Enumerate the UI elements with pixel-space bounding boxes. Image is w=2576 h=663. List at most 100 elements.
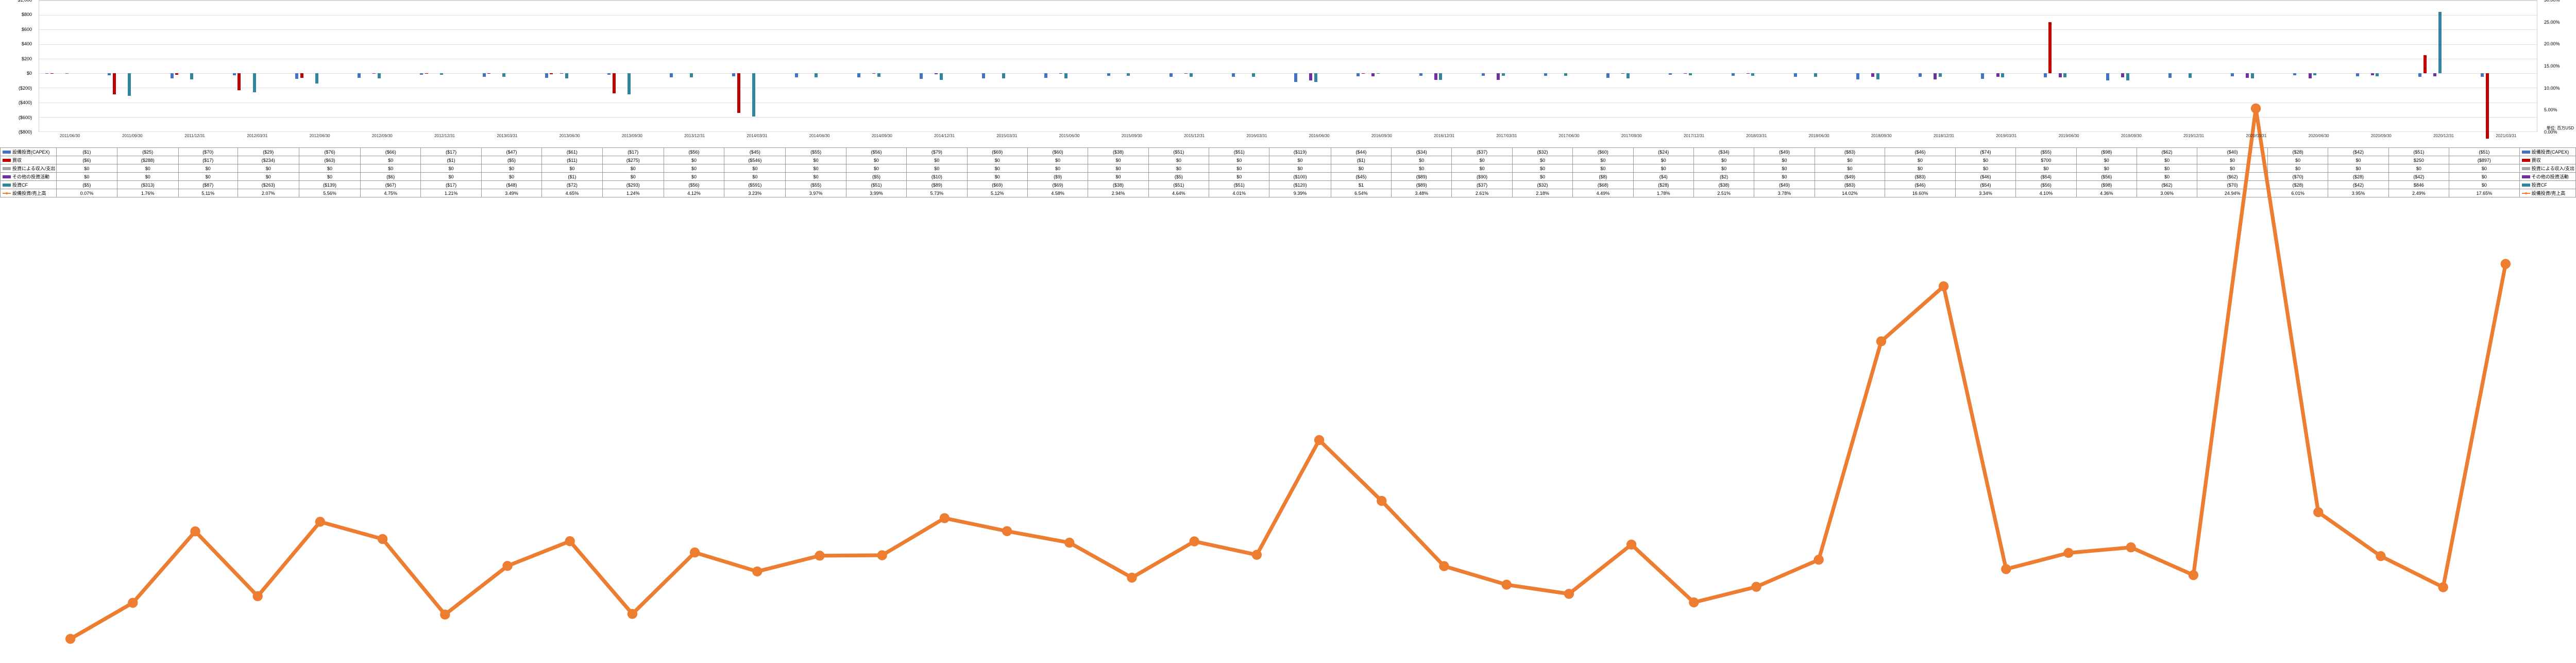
x-tick: 2016/06/30 <box>1288 134 1350 138</box>
y-left-tick: $0 <box>27 71 32 76</box>
x-tick: 2020/06/30 <box>2287 134 2350 138</box>
line-marker <box>1751 582 1761 592</box>
unit-label-right: 単位: 百万USD <box>2547 125 2574 131</box>
line-marker <box>502 561 512 571</box>
legend-swatch <box>3 159 11 162</box>
line-marker <box>2063 548 2073 558</box>
y-right-tick: 10.00% <box>2544 86 2560 91</box>
line-marker <box>2126 542 2136 552</box>
x-tick: 2015/09/30 <box>1100 134 1163 138</box>
line-marker <box>1876 336 1886 346</box>
x-tick: 2019/03/31 <box>1975 134 2038 138</box>
x-axis: 2011/06/302011/09/302011/12/312012/03/31… <box>39 134 2537 138</box>
x-tick: 2013/09/30 <box>601 134 663 138</box>
row-label: 設備投資(CAPEX) <box>2532 148 2569 155</box>
row-label: 投資CF <box>12 181 28 188</box>
y-left-tick: $400 <box>22 41 32 46</box>
y-right-tick: 20.00% <box>2544 41 2560 46</box>
line-marker <box>752 567 762 576</box>
x-tick: 2014/06/30 <box>788 134 851 138</box>
line-marker <box>628 609 637 619</box>
x-tick: 2011/09/30 <box>101 134 163 138</box>
line-marker <box>1189 536 1199 546</box>
legend-swatch <box>3 175 11 178</box>
line-marker <box>2313 507 2323 517</box>
y-axis-right: 0.00%5.00%10.00%15.00%20.00%25.00%30.00% <box>2540 0 2576 132</box>
line-marker <box>1689 598 1699 607</box>
x-tick: 2017/09/30 <box>1600 134 1663 138</box>
line-marker <box>2501 259 2511 269</box>
x-tick: 2016/03/31 <box>1226 134 1288 138</box>
x-tick: 2019/06/30 <box>2038 134 2100 138</box>
line-marker <box>65 634 75 643</box>
x-tick: 2018/09/30 <box>1850 134 1912 138</box>
line-marker <box>2001 564 2011 574</box>
x-tick: 2014/03/31 <box>726 134 788 138</box>
legend-swatch <box>3 151 11 154</box>
x-tick: 2013/03/31 <box>476 134 538 138</box>
line-marker <box>2376 551 2385 561</box>
row-label: 投資による収入/支出 <box>2532 165 2574 172</box>
y-right-tick: 25.00% <box>2544 20 2560 25</box>
legend-swatch <box>2522 193 2530 194</box>
line-path <box>71 108 2506 639</box>
x-tick: 2013/12/31 <box>664 134 726 138</box>
y-left-tick: ($400) <box>19 100 32 105</box>
x-tick: 2018/06/30 <box>1788 134 1850 138</box>
x-tick: 2017/06/30 <box>1538 134 1600 138</box>
line-marker <box>2251 104 2261 113</box>
y-axis-left: ($800)($600)($400)($200)$0$200$400$600$8… <box>0 0 36 132</box>
line-marker <box>565 536 574 546</box>
y-left-tick: ($600) <box>19 115 32 120</box>
x-tick: 2013/06/30 <box>538 134 601 138</box>
x-tick: 2018/12/31 <box>1913 134 1975 138</box>
line-series <box>39 1 2537 640</box>
x-tick: 2016/12/31 <box>1413 134 1476 138</box>
x-tick: 2020/03/31 <box>2225 134 2287 138</box>
line-marker <box>440 609 450 619</box>
line-marker <box>1626 540 1636 550</box>
line-marker <box>128 598 138 608</box>
line-marker <box>1314 435 1324 445</box>
x-tick: 2020/09/30 <box>2350 134 2412 138</box>
y-right-tick: 15.00% <box>2544 63 2560 69</box>
x-tick: 2011/06/30 <box>39 134 101 138</box>
y-left-tick: $1,000 <box>18 0 32 3</box>
x-tick: 2012/09/30 <box>351 134 413 138</box>
x-tick: 2021/03/31 <box>2475 134 2537 138</box>
x-tick: 2014/12/31 <box>913 134 976 138</box>
legend-swatch <box>3 167 11 170</box>
row-label: その他の投資活動 <box>2532 173 2569 180</box>
line-marker <box>1127 573 1137 583</box>
x-tick: 2017/12/31 <box>1663 134 1725 138</box>
line-marker <box>1002 526 1012 536</box>
line-marker <box>815 551 824 560</box>
y-left-tick: $800 <box>22 12 32 17</box>
x-tick: 2015/06/30 <box>1038 134 1100 138</box>
line-marker <box>690 548 700 557</box>
x-tick: 2017/03/31 <box>1476 134 1538 138</box>
x-tick: 2012/03/31 <box>226 134 289 138</box>
line-marker <box>2438 582 2448 592</box>
x-tick: 2016/09/30 <box>1350 134 1413 138</box>
y-left-tick: ($200) <box>19 86 32 91</box>
x-tick: 2014/09/30 <box>851 134 913 138</box>
line-marker <box>1252 550 1262 559</box>
combo-chart: ($800)($600)($400)($200)$0$200$400$600$8… <box>0 0 2576 147</box>
line-marker <box>315 517 325 526</box>
line-marker <box>378 534 387 544</box>
y-left-tick: $600 <box>22 27 32 32</box>
line-marker <box>1814 555 1823 565</box>
x-tick: 2015/12/31 <box>1163 134 1226 138</box>
line-marker <box>253 591 263 601</box>
x-tick: 2018/03/31 <box>1725 134 1788 138</box>
legend-swatch <box>3 193 11 194</box>
line-marker <box>2189 570 2198 580</box>
x-tick: 2012/12/31 <box>414 134 476 138</box>
line-marker <box>1064 538 1074 548</box>
x-tick: 2015/03/31 <box>976 134 1038 138</box>
line-marker <box>877 550 887 560</box>
x-tick: 2019/09/30 <box>2100 134 2162 138</box>
y-left-tick: $200 <box>22 56 32 61</box>
legend-swatch <box>3 184 11 187</box>
